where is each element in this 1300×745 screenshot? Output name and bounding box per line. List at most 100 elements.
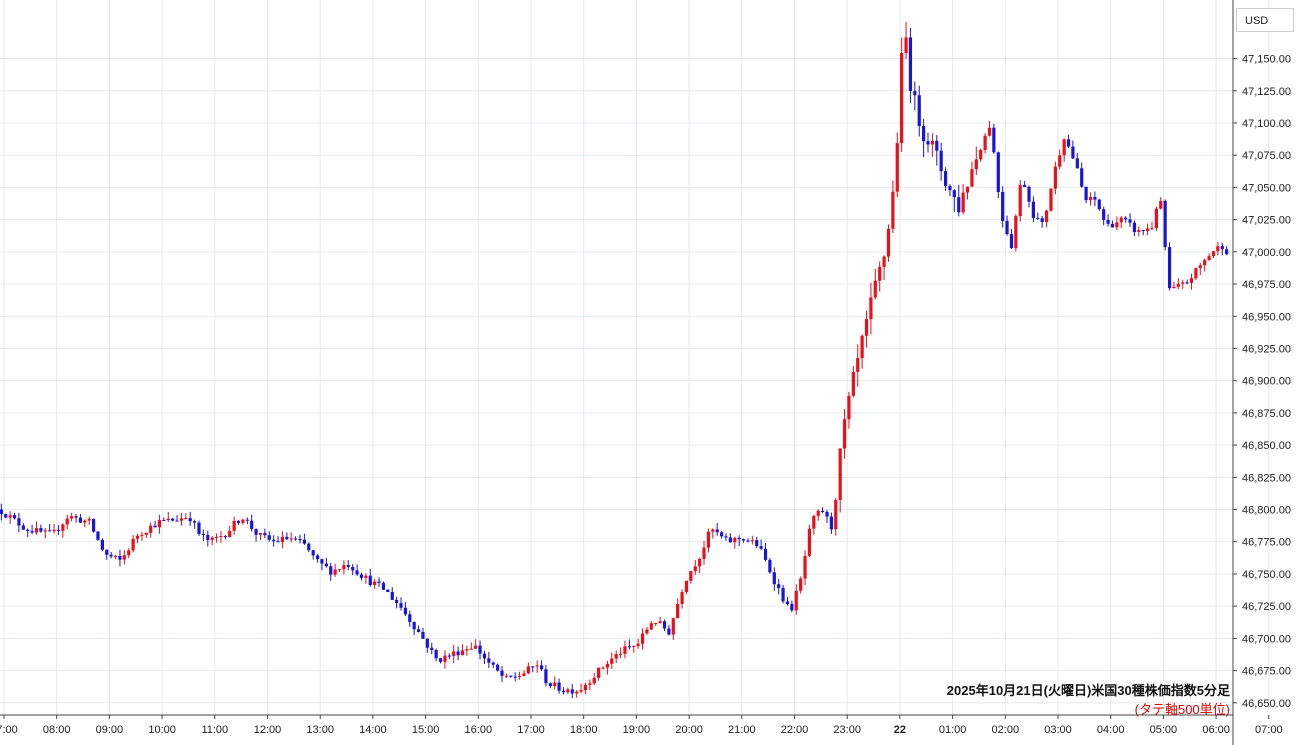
candle[interactable] <box>961 184 965 215</box>
candle[interactable] <box>83 519 87 528</box>
candle[interactable] <box>733 536 737 549</box>
candle[interactable] <box>65 514 69 530</box>
candle[interactable] <box>443 650 447 669</box>
candle[interactable] <box>78 513 83 524</box>
candle[interactable] <box>965 186 970 200</box>
candle[interactable] <box>8 511 12 524</box>
candle[interactable] <box>1040 215 1044 228</box>
candle[interactable] <box>851 366 855 398</box>
candle[interactable] <box>1167 242 1172 291</box>
candle[interactable] <box>302 533 306 545</box>
candle[interactable] <box>777 578 781 595</box>
candle[interactable] <box>48 523 52 532</box>
candle[interactable] <box>592 673 596 685</box>
candle[interactable] <box>87 516 91 525</box>
candle[interactable] <box>500 665 504 682</box>
candle[interactable] <box>127 548 131 559</box>
candle[interactable] <box>113 554 118 560</box>
candle[interactable] <box>667 624 671 636</box>
candle[interactable] <box>1001 186 1005 228</box>
candle[interactable] <box>913 81 917 111</box>
candle[interactable] <box>750 535 754 545</box>
candle[interactable] <box>935 135 939 166</box>
candle[interactable] <box>1203 258 1207 272</box>
candle[interactable] <box>807 524 812 558</box>
candle[interactable] <box>509 675 513 678</box>
candle[interactable] <box>1058 149 1062 170</box>
candle[interactable] <box>320 558 324 571</box>
candle[interactable] <box>395 596 399 609</box>
candle[interactable] <box>597 667 601 681</box>
candle[interactable] <box>1031 196 1035 223</box>
candle[interactable] <box>162 517 166 522</box>
candle[interactable] <box>557 678 561 694</box>
candle[interactable] <box>1097 198 1101 211</box>
candle[interactable] <box>293 536 298 541</box>
candle[interactable] <box>201 529 205 542</box>
candle[interactable] <box>184 513 188 520</box>
candle[interactable] <box>447 653 451 660</box>
candle[interactable] <box>970 161 974 188</box>
candle[interactable] <box>403 602 408 617</box>
candle[interactable] <box>52 523 56 534</box>
candle[interactable] <box>820 507 825 514</box>
candle[interactable] <box>280 531 285 549</box>
candle[interactable] <box>245 517 249 525</box>
candle[interactable] <box>847 391 851 429</box>
candle[interactable] <box>900 37 904 152</box>
candle[interactable] <box>614 650 618 664</box>
candle[interactable] <box>171 517 175 522</box>
candle[interactable] <box>438 657 443 664</box>
candle[interactable] <box>922 118 926 158</box>
candle[interactable] <box>891 180 895 234</box>
candle[interactable] <box>452 644 456 663</box>
candle[interactable] <box>1071 140 1075 159</box>
candle[interactable] <box>1102 206 1106 226</box>
candle[interactable] <box>1044 209 1049 228</box>
candle[interactable] <box>1132 220 1137 237</box>
candle[interactable] <box>342 560 346 575</box>
candle[interactable] <box>1198 262 1202 276</box>
candle[interactable] <box>1005 215 1009 236</box>
candle[interactable] <box>772 567 776 591</box>
candle[interactable] <box>539 660 544 672</box>
candle[interactable] <box>390 587 394 601</box>
candle[interactable] <box>228 525 232 538</box>
candle[interactable] <box>1110 220 1115 228</box>
candle[interactable] <box>834 498 838 536</box>
candle[interactable] <box>618 647 623 659</box>
candle[interactable] <box>1216 241 1220 256</box>
candle[interactable] <box>799 576 803 594</box>
candle[interactable] <box>434 648 438 662</box>
candle[interactable] <box>1176 278 1180 290</box>
candle[interactable] <box>504 673 508 679</box>
candle[interactable] <box>693 560 697 575</box>
candle[interactable] <box>996 151 1000 199</box>
candle[interactable] <box>632 645 636 653</box>
candle[interactable] <box>522 670 526 677</box>
candle[interactable] <box>1225 246 1229 256</box>
candle[interactable] <box>698 557 702 574</box>
candle[interactable] <box>930 133 935 157</box>
candle[interactable] <box>952 189 956 212</box>
candle[interactable] <box>465 645 469 656</box>
candle[interactable] <box>1172 281 1176 289</box>
candle[interactable] <box>315 554 320 563</box>
candle[interactable] <box>1062 138 1066 162</box>
currency-selector[interactable]: USD <box>1236 8 1294 32</box>
candle[interactable] <box>26 528 30 538</box>
candle[interactable] <box>812 514 816 535</box>
candle[interactable] <box>605 660 610 675</box>
candle[interactable] <box>482 650 487 664</box>
candle[interactable] <box>526 662 530 675</box>
candle[interactable] <box>197 520 201 536</box>
candle[interactable] <box>408 610 412 627</box>
candle[interactable] <box>30 524 34 535</box>
candle[interactable] <box>662 619 667 632</box>
candle[interactable] <box>311 549 315 560</box>
candle[interactable] <box>829 512 833 534</box>
candle[interactable] <box>531 665 535 673</box>
candle[interactable] <box>979 148 983 162</box>
candle[interactable] <box>210 536 214 546</box>
candle[interactable] <box>179 512 184 526</box>
